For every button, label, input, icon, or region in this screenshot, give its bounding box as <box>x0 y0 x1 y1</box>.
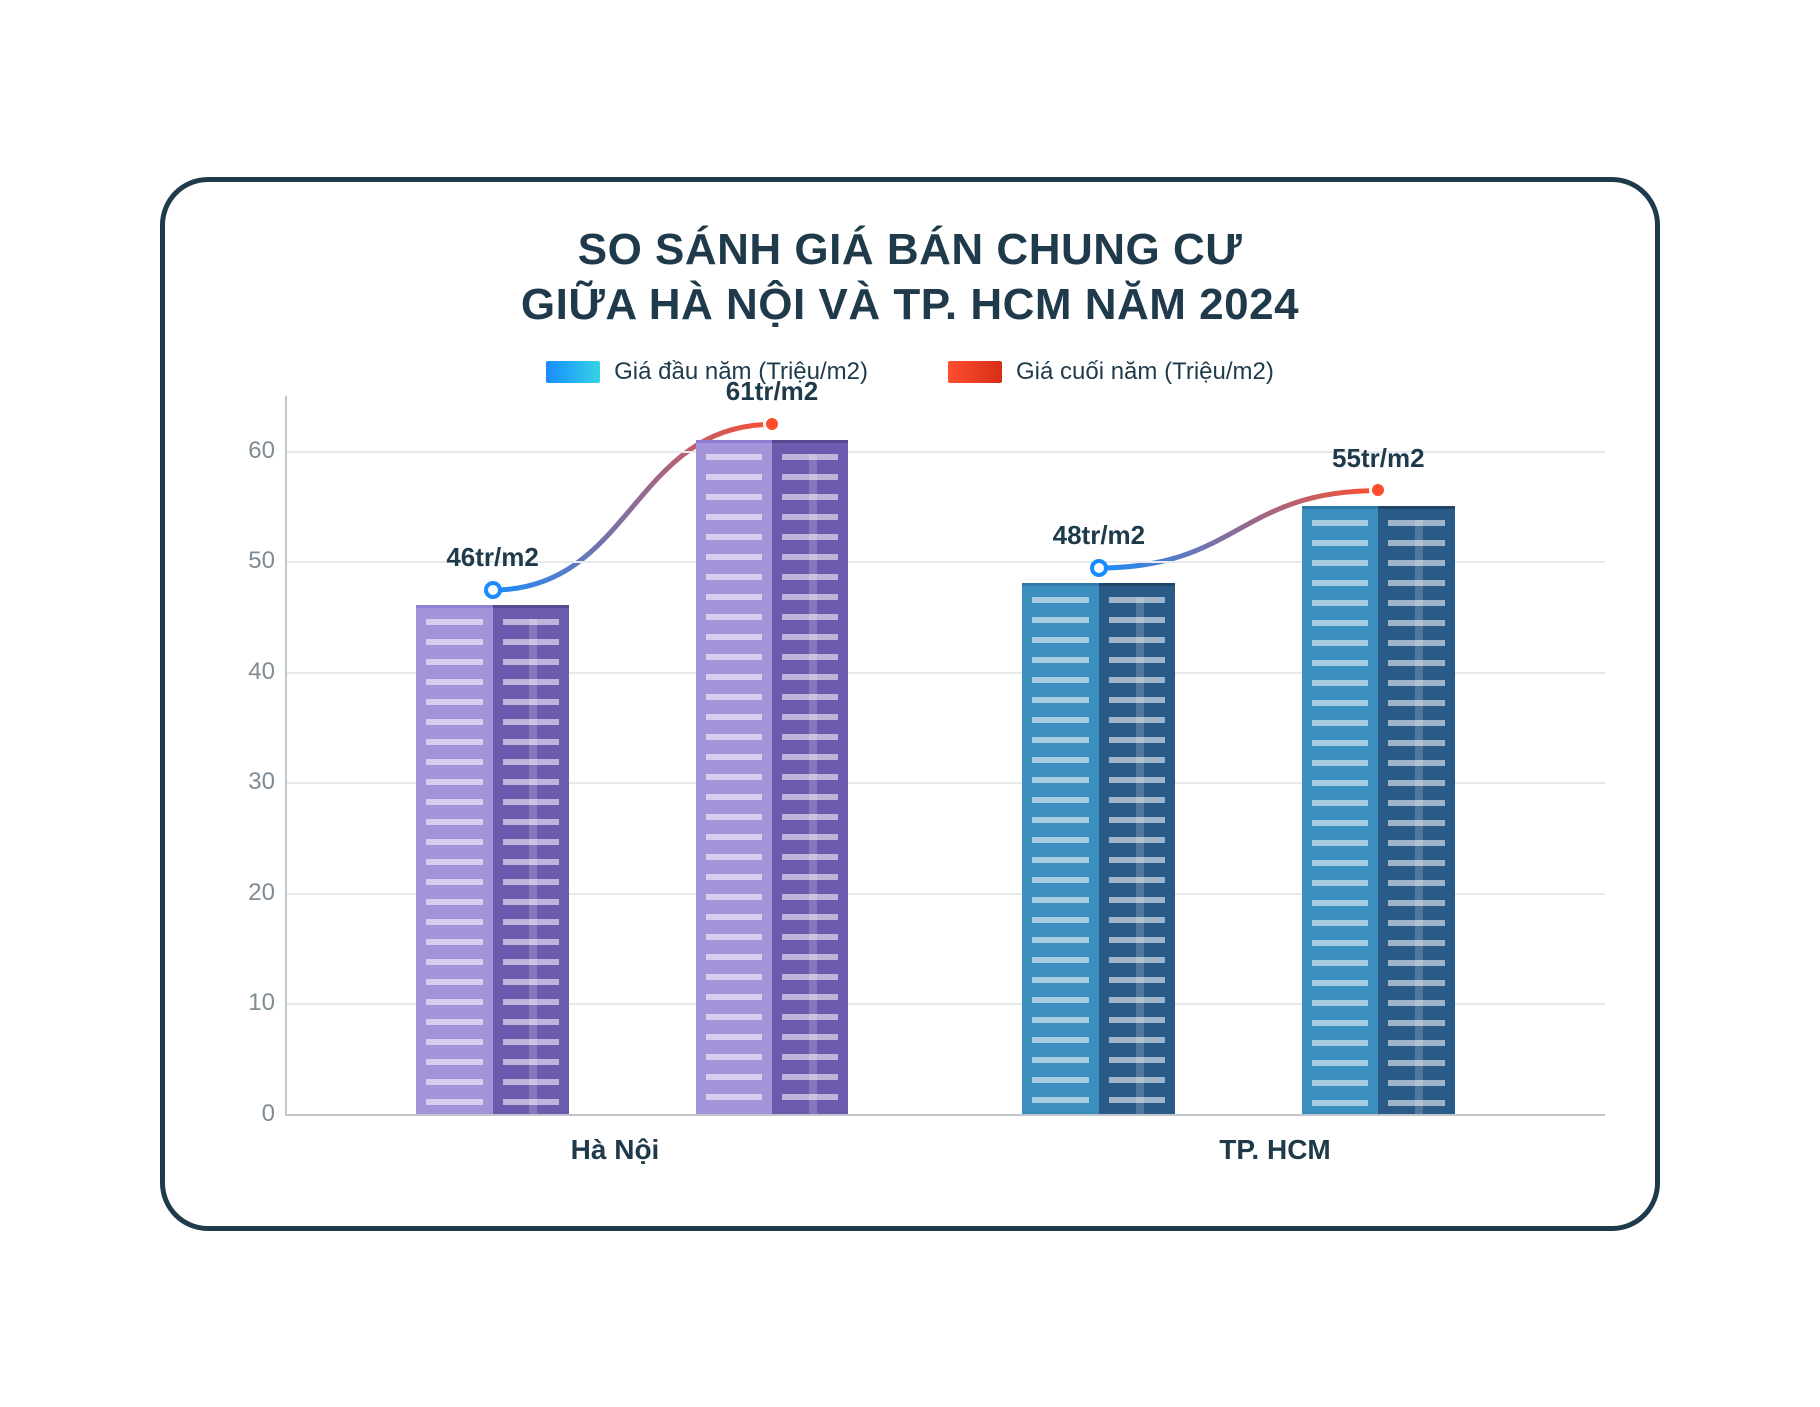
legend-item-end: Giá cuối năm (Triệu/m2) <box>948 358 1274 386</box>
y-tick-label: 0 <box>225 1100 275 1128</box>
legend-item-start: Giá đầu năm (Triệu/m2) <box>546 358 868 386</box>
legend: Giá đầu năm (Triệu/m2) Giá cuối năm (Tri… <box>215 358 1605 386</box>
plot-region: 010203040506046tr/m261tr/m248tr/m255tr/m… <box>285 396 1605 1116</box>
value-callout: 48tr/m2 <box>1053 520 1146 551</box>
y-tick-label: 50 <box>225 547 275 575</box>
y-tick-label: 60 <box>225 437 275 465</box>
value-callout: 61tr/m2 <box>726 376 819 407</box>
title-line-1: SO SÁNH GIÁ BÁN CHUNG CƯ <box>578 225 1243 274</box>
bar <box>772 440 848 1114</box>
y-tick-label: 10 <box>225 989 275 1017</box>
y-tick-label: 40 <box>225 658 275 686</box>
legend-swatch-start-icon <box>546 361 600 383</box>
marker-start-icon <box>1090 559 1108 577</box>
y-tick-label: 20 <box>225 879 275 907</box>
bar <box>696 440 772 1114</box>
value-callout: 46tr/m2 <box>446 542 539 573</box>
title-line-2: GIỮA HÀ NỘI VÀ TP. HCM NĂM 2024 <box>521 280 1299 329</box>
x-tick-label: Hà Nội <box>285 1120 945 1176</box>
chart-area: 010203040506046tr/m261tr/m248tr/m255tr/m… <box>215 396 1605 1176</box>
x-tick-label: TP. HCM <box>945 1120 1605 1176</box>
value-callout: 55tr/m2 <box>1332 443 1425 474</box>
bar <box>493 605 569 1113</box>
chart-title: SO SÁNH GIÁ BÁN CHUNG CƯ GIỮA HÀ NỘI VÀ … <box>215 222 1605 332</box>
legend-swatch-end-icon <box>948 361 1002 383</box>
marker-end-icon <box>1369 481 1387 499</box>
marker-start-icon <box>484 581 502 599</box>
marker-end-icon <box>763 415 781 433</box>
bar <box>1022 583 1098 1113</box>
bar <box>416 605 492 1113</box>
x-axis-labels: Hà NộiTP. HCM <box>285 1120 1605 1176</box>
legend-label-end: Giá cuối năm (Triệu/m2) <box>1016 358 1274 386</box>
bar <box>1378 506 1454 1114</box>
chart-card: SO SÁNH GIÁ BÁN CHUNG CƯ GIỮA HÀ NỘI VÀ … <box>160 177 1660 1231</box>
bar <box>1099 583 1175 1113</box>
y-tick-label: 30 <box>225 768 275 796</box>
bar <box>1302 506 1378 1114</box>
